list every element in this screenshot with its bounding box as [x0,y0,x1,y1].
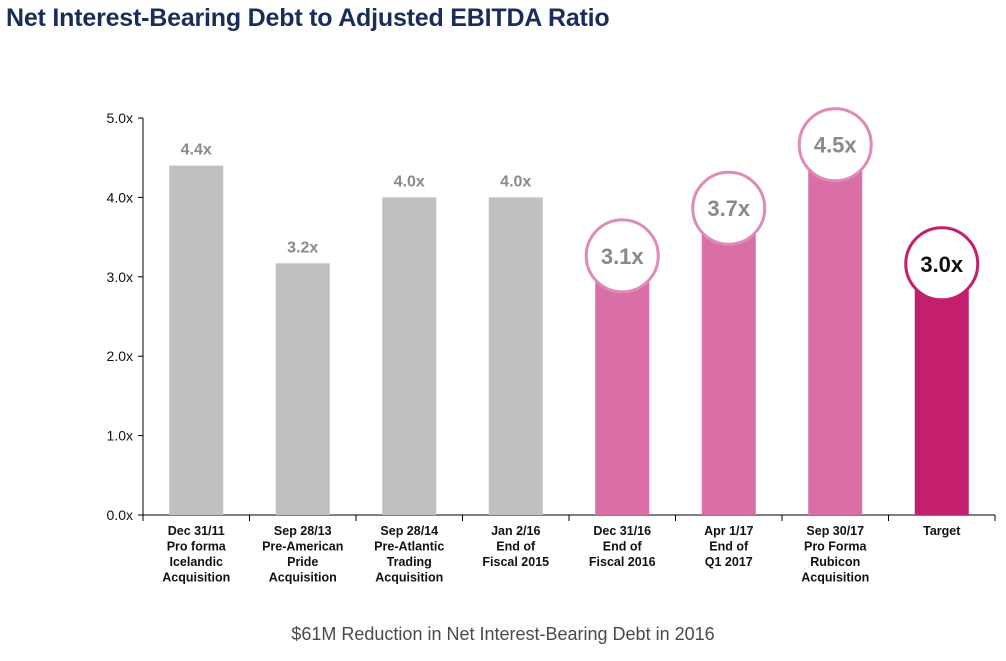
y-tick-label: 4.0x [107,189,133,205]
bar [169,165,224,515]
x-category-label-line: Fiscal 2015 [482,555,549,569]
x-category-label: Target [923,524,961,538]
data-label: 3.2x [287,239,318,256]
x-category-label-line: End of [496,540,536,554]
x-category-label-line: Acquisition [162,571,230,585]
data-label: 4.0x [394,173,425,190]
x-category-label-line: Jan 2/16 [491,524,540,538]
x-category-label-line: End of [603,540,643,554]
x-category-label: Jan 2/16 End of Fiscal 2015 [482,524,549,569]
data-label-circle [797,107,873,183]
x-category-label-line: Pre-Atlantic [374,540,444,554]
y-tick-label: 3.0x [107,269,133,285]
data-label: 3.1x [601,244,645,269]
x-category-label: Sep 28/13 Pre-American Pride Acquisition [262,524,343,585]
x-category-label-line: Apr 1/17 [704,524,753,538]
x-category-label: Dec 31/16 End of Fiscal 2016 [589,524,656,569]
chart-title: Net Interest-Bearing Debt to Adjusted EB… [6,4,610,32]
y-tick-label: 5.0x [107,110,133,126]
bar [275,263,330,515]
x-category-label-line: Target [923,524,961,538]
x-category-label-line: Pre-American [262,540,343,554]
x-category-label-line: Rubicon [810,555,860,569]
x-category-label-line: End of [709,540,749,554]
y-tick-label: 1.0x [107,428,133,444]
data-label: 4.0x [500,173,531,190]
x-category-label-line: Acquisition [269,571,337,585]
data-label: 4.4x [181,142,212,159]
x-category-label-line: Pro Forma [804,540,868,554]
data-label: 3.7x [707,196,751,221]
bar [595,268,650,515]
x-category-label-line: Sep 28/14 [380,524,438,538]
bar [914,276,969,515]
x-category-label-line: Acquisition [801,571,869,585]
data-label-circle [691,170,767,246]
x-category-label: Sep 28/14 Pre-Atlantic Trading Acquisition [374,524,444,585]
x-category-label-line: Trading [387,555,432,569]
x-category-label-line: Fiscal 2016 [589,555,656,569]
x-category-label-line: Sep 30/17 [806,524,864,538]
data-label-circle [904,226,980,302]
x-category-label: Sep 30/17 Pro Forma Rubicon Acquisition [801,524,869,585]
data-label: 3.0x [920,252,964,277]
x-category-label-line: Q1 2017 [705,555,753,569]
x-category-label: Apr 1/17 End of Q1 2017 [704,524,753,569]
x-category-label-line: Sep 28/13 [274,524,332,538]
data-label-circle [584,218,660,294]
bar [808,157,863,515]
y-tick-label: 2.0x [107,348,133,364]
x-category-label-line: Dec 31/11 [168,524,225,538]
y-tick-label: 0.0x [107,507,133,523]
bar [488,197,543,515]
x-category-label-line: Pride [287,555,318,569]
x-category-label-line: Dec 31/16 [593,524,651,538]
x-category-label: Dec 31/11 Pro forma Icelandic Acquisition [162,524,230,585]
bar [382,197,437,515]
x-category-label-line: Icelandic [170,555,224,569]
x-category-label-line: Acquisition [375,571,443,585]
data-label: 4.5x [814,133,858,158]
x-category-label-line: Pro forma [167,540,227,554]
bar [701,221,756,515]
chart-footnote: $61M Reduction in Net Interest-Bearing D… [291,624,715,644]
